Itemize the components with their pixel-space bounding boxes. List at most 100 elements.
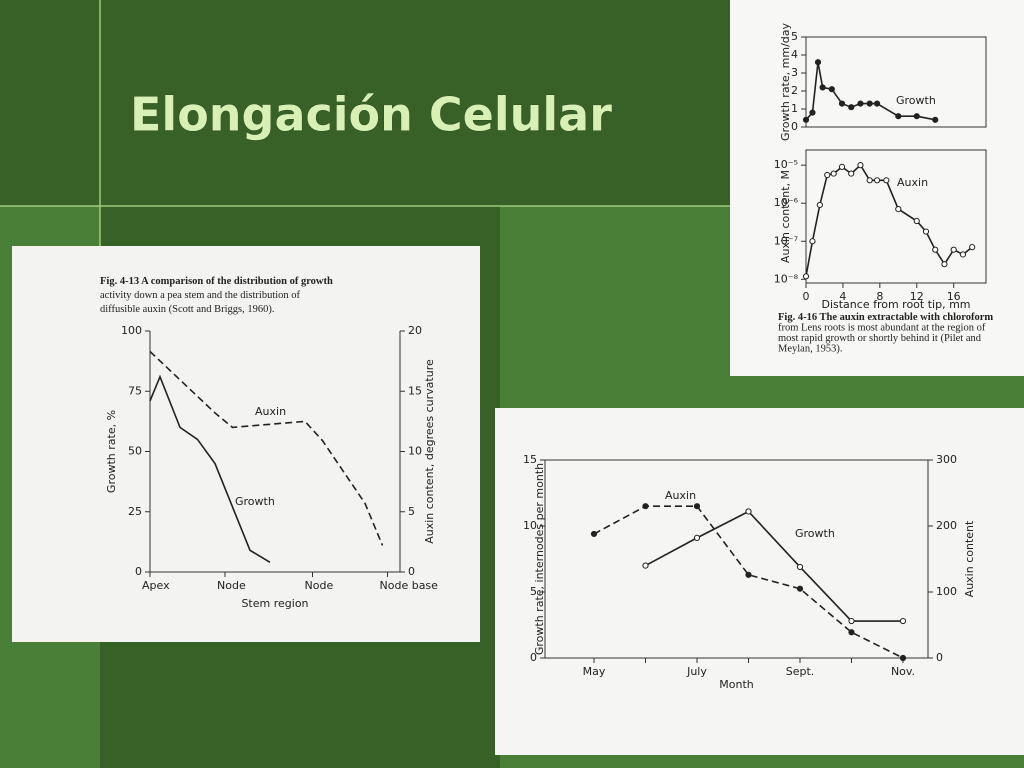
series-marker [913,217,920,225]
series-marker [819,84,826,91]
y-axis-label: Auxin content, M [779,170,792,263]
caption-line: most rapid growth or shortly behind it (… [778,333,982,344]
y-tick-label: 5 [791,30,798,43]
y-tick-label: 0 [135,565,142,578]
y-tick-label: 50 [128,445,142,458]
series-marker [796,585,804,592]
y2-tick-label: 5 [408,505,415,518]
y2-tick-label: 20 [408,324,422,337]
y-tick-label: 4 [791,48,798,61]
y2-tick-label: 0 [408,565,415,578]
series-marker [899,654,907,662]
figure-card [12,246,480,642]
series-marker [950,246,957,253]
series-marker [857,100,864,107]
series-marker [693,534,701,541]
series-marker [745,571,752,578]
caption-line: from Lens roots is most abundant at the … [778,323,986,334]
series-marker [830,170,837,177]
x-tick-label: Nov. [891,665,915,678]
y-axis-label: Growth rate, internodes per month [533,463,546,655]
series-line [645,510,903,622]
series-marker [932,246,939,253]
y-tick-label: 15 [523,453,537,466]
caption-line: activity down a pea stem and the distrib… [100,290,301,301]
header-band [0,0,730,206]
y2-axis-label: Auxin content, degrees curvature [423,359,436,544]
series-marker [932,116,939,123]
x-tick-label: 4 [839,290,846,303]
series-marker [642,503,649,510]
series-marker [796,563,804,571]
series-marker [969,244,976,251]
x-tick-label: Node [217,579,246,592]
series-marker [590,530,598,538]
y-tick-label: 1 [791,102,798,115]
y2-tick-label: 200 [936,519,957,532]
y2-tick-label: 300 [936,453,957,466]
series-marker [873,100,881,107]
series-marker [809,109,816,116]
series-marker [883,177,890,184]
series-marker [895,205,902,213]
series-marker [922,228,930,235]
y-tick-label: 2 [791,84,798,97]
x-axis-label: Stem region [241,597,308,610]
series-marker [802,116,810,123]
caption-line: Fig. 4-13 A comparison of the distributi… [100,276,333,287]
series-marker [745,508,752,515]
series-marker [642,562,649,569]
series-label: Growth [235,495,275,508]
series-marker [816,201,823,209]
plot-frame [805,149,987,284]
y-tick-label: 100 [121,324,142,337]
y2-tick-label: 15 [408,384,422,397]
series-marker [809,238,816,245]
caption-line: Meylan, 1953). [778,344,842,355]
series-marker [693,503,701,510]
series-label: Auxin [897,176,928,189]
x-tick-label: 0 [803,290,810,303]
series-marker [838,100,846,107]
x-tick-label: Node [305,579,334,592]
series-marker [802,273,810,280]
series-marker [899,617,907,625]
x-tick-label: 16 [947,290,961,303]
series-marker [824,171,831,179]
y-tick-label: 25 [128,505,142,518]
series-label: Growth [795,527,835,540]
series-marker [941,261,948,268]
y-tick-label: 0 [530,651,537,664]
series-marker [838,163,846,170]
x-tick-label: Apex [142,579,170,592]
series-marker [913,113,920,120]
y-tick-label: 10⁻⁸ [774,272,799,285]
y-tick-label: 10⁻⁵ [774,158,798,171]
figure-card [495,408,1024,755]
series-line [149,374,271,564]
series-marker [857,162,864,169]
series-marker [848,617,855,625]
series-marker [895,113,902,120]
x-tick-label: 12 [910,290,924,303]
x-tick-label: 8 [876,290,883,303]
y-tick-label: 10⁻⁷ [774,234,798,247]
x-tick-label: July [686,665,707,678]
x-axis-label: Month [719,678,754,691]
y2-tick-label: 10 [408,445,422,458]
series-marker [959,251,967,258]
series-marker [848,170,855,177]
figure-card [730,0,1024,376]
caption-line: diffusible auxin (Scott and Briggs, 1960… [100,304,275,315]
y-tick-label: 10⁻⁶ [774,196,799,209]
x-axis-label: Distance from root tip, mm [821,298,970,311]
y-tick-label: 3 [791,66,798,79]
series-marker [873,177,881,184]
x-tick-label: Sept. [786,665,815,678]
series-marker [814,59,822,66]
series-label: Growth [896,94,936,107]
series-marker [828,86,835,93]
y2-tick-label: 100 [936,585,957,598]
plot-frame [544,459,929,659]
y-tick-label: 75 [128,384,142,397]
